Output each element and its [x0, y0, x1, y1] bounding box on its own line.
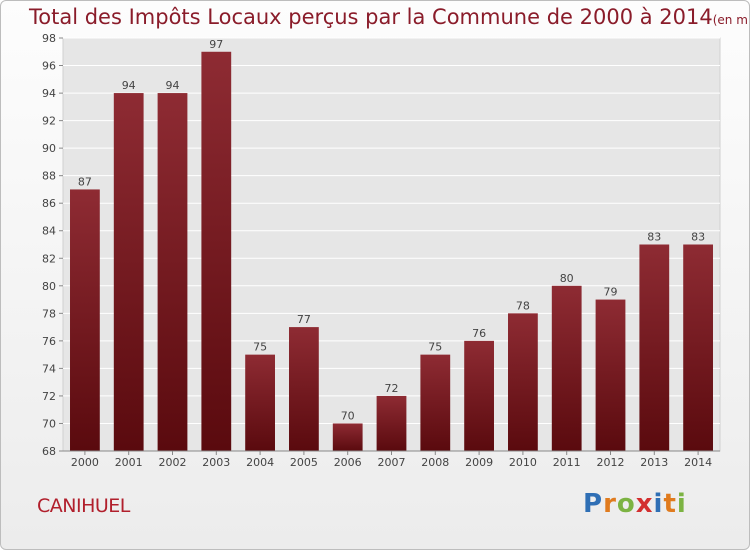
data-label: 75	[253, 341, 267, 354]
bar	[508, 313, 538, 451]
x-tick-label: 2005	[290, 456, 318, 469]
y-tick-label: 90	[42, 142, 56, 155]
bar	[420, 354, 451, 451]
logo-letter: x	[635, 489, 654, 519]
x-tick-label: 2009	[465, 456, 493, 469]
bar	[376, 395, 407, 451]
proxiti-logo: Proxiti	[583, 489, 687, 519]
bar	[113, 93, 144, 452]
logo-letter: r	[603, 489, 617, 519]
data-label: 97	[209, 38, 223, 51]
logo-letter: i	[676, 489, 687, 519]
logo-letter: P	[583, 489, 604, 519]
logo-letter: i	[653, 489, 664, 519]
data-label: 78	[516, 299, 530, 312]
bar	[157, 93, 188, 452]
x-tick-label: 2007	[378, 456, 406, 469]
bar	[201, 51, 232, 452]
x-tick-label: 2013	[640, 456, 668, 469]
data-label: 79	[604, 286, 618, 299]
bar	[464, 340, 494, 451]
x-tick-label: 2014	[684, 456, 712, 469]
logo-letter: o	[616, 489, 636, 519]
y-tick-label: 72	[42, 390, 56, 403]
data-label: 94	[166, 79, 180, 92]
x-tick-label: 2003	[202, 456, 230, 469]
y-tick-label: 88	[42, 170, 56, 183]
x-tick-label: 2002	[159, 456, 187, 469]
y-tick-label: 98	[42, 32, 56, 45]
bar	[595, 299, 626, 451]
y-tick-label: 78	[42, 307, 56, 320]
bar	[289, 327, 319, 451]
chart-title: Total des Impôts Locaux perçus par la Co…	[29, 5, 750, 29]
y-tick-label: 80	[42, 280, 56, 293]
x-tick-label: 2010	[509, 456, 537, 469]
data-label: 94	[122, 79, 136, 92]
x-tick-label: 2011	[553, 456, 581, 469]
data-label: 70	[341, 409, 355, 422]
bar	[332, 423, 363, 451]
data-label: 87	[78, 175, 92, 188]
x-tick-label: 2008	[421, 456, 449, 469]
data-label: 76	[472, 327, 486, 340]
y-tick-label: 92	[42, 115, 56, 128]
y-tick-label: 96	[42, 60, 56, 73]
bar	[683, 244, 713, 451]
y-tick-label: 82	[42, 252, 56, 265]
bar	[70, 189, 100, 451]
x-tick-label: 2001	[115, 456, 143, 469]
title-unit: (en milliers d'€)	[712, 13, 750, 27]
data-label: 75	[428, 341, 442, 354]
y-tick-label: 68	[42, 445, 56, 458]
data-label: 77	[297, 313, 311, 326]
x-tick-label: 2012	[597, 456, 625, 469]
y-tick-label: 76	[42, 335, 56, 348]
bar	[639, 244, 670, 451]
logo-letter: t	[663, 489, 677, 519]
y-tick-label: 94	[42, 87, 56, 100]
commune-name: CANIHUEL	[37, 495, 130, 517]
data-label: 83	[691, 231, 705, 244]
x-tick-label: 2004	[246, 456, 274, 469]
bar	[551, 285, 582, 451]
y-tick-label: 86	[42, 197, 56, 210]
y-tick-label: 74	[42, 362, 56, 375]
y-tick-label: 70	[42, 417, 56, 430]
x-tick-label: 2006	[334, 456, 362, 469]
y-tick-label: 84	[42, 225, 56, 238]
data-label: 72	[385, 382, 399, 395]
bar	[245, 354, 275, 451]
data-label: 80	[560, 272, 574, 285]
title-text: Total des Impôts Locaux perçus par la Co…	[29, 5, 713, 29]
x-tick-label: 2000	[71, 456, 99, 469]
data-label: 83	[647, 231, 661, 244]
